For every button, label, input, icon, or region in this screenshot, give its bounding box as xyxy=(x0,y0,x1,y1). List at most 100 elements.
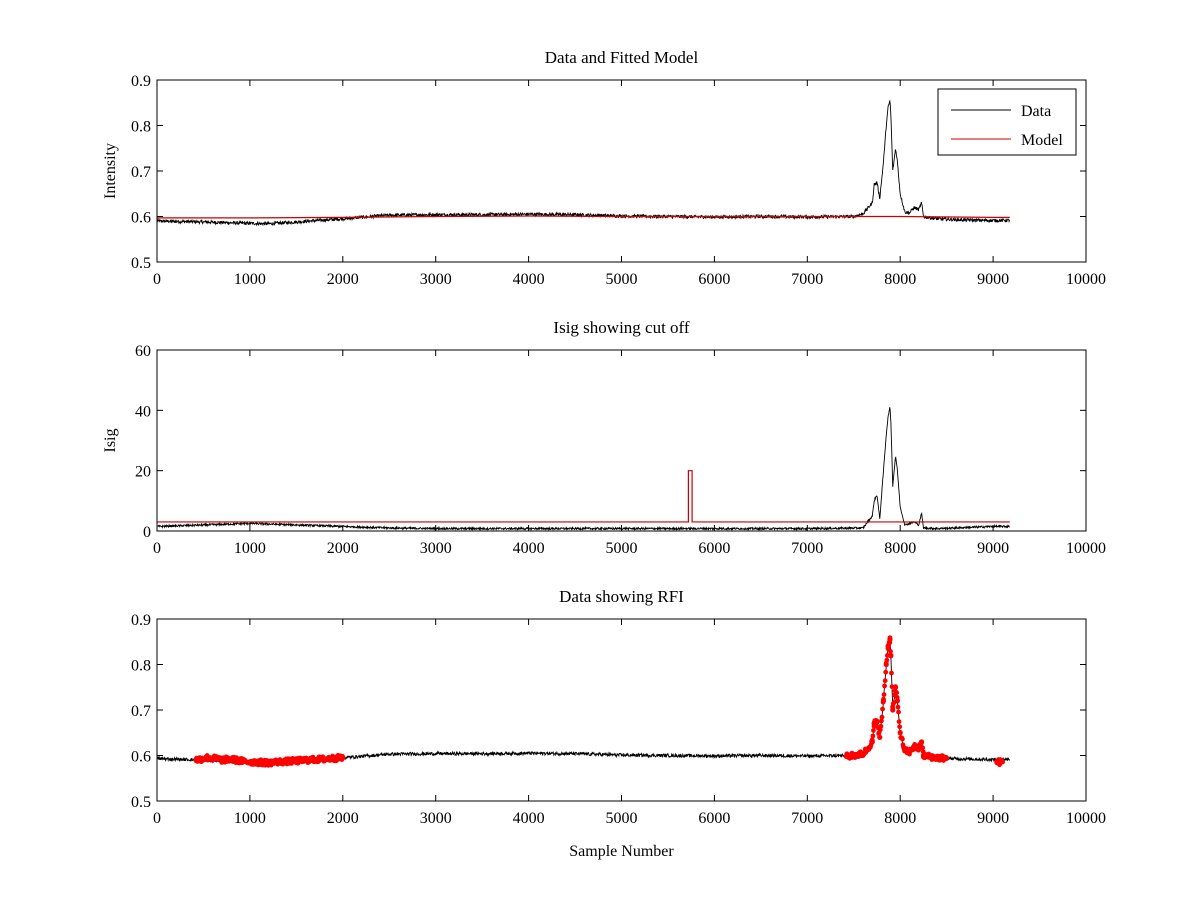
rfi-point xyxy=(890,707,896,713)
plot-area xyxy=(157,635,1011,768)
plot-area xyxy=(157,407,1011,531)
rfi-point xyxy=(934,755,940,761)
rfi-point xyxy=(920,752,927,759)
rfi-point xyxy=(880,698,887,704)
rfi-point xyxy=(878,723,884,729)
rfi-point xyxy=(944,755,950,761)
rfi-point xyxy=(888,649,893,654)
rfi-point xyxy=(312,757,318,763)
series-2-markers xyxy=(193,635,1005,768)
rfi-point xyxy=(843,753,849,760)
rfi-point xyxy=(884,653,890,658)
rfi-point xyxy=(888,652,894,659)
rfi-point xyxy=(896,709,901,715)
y-tick-label: 0.5 xyxy=(131,794,151,811)
y-tick-label: 0.8 xyxy=(131,119,151,136)
x-tick-label: 2000 xyxy=(327,271,359,288)
rfi-point xyxy=(892,684,899,690)
plot-area xyxy=(157,99,1011,227)
rfi-point xyxy=(883,661,889,668)
rfi-point xyxy=(896,719,902,725)
series-1-line xyxy=(157,99,1011,227)
x-tick-label: 0 xyxy=(153,540,161,557)
subplot-1: 0 1000 2000 3000 4000 5000 6000 7000 8000 9000 100… xyxy=(102,48,1106,288)
rfi-point xyxy=(895,704,901,710)
x-tick-label: 7000 xyxy=(791,271,823,288)
axes-frame xyxy=(156,618,1087,802)
rfi-point xyxy=(889,670,894,676)
chart-title: Data and Fitted Model xyxy=(545,48,699,67)
x-tick-label: 4000 xyxy=(513,810,545,827)
rfi-point xyxy=(219,757,225,763)
chart-title: Isig showing cut off xyxy=(553,318,689,337)
x-tick-label: 3000 xyxy=(420,271,452,288)
x-tick-label: 6000 xyxy=(698,540,730,557)
y-tick-label: 0.6 xyxy=(131,749,151,766)
x-tick-label: 6000 xyxy=(698,810,730,827)
rfi-point xyxy=(870,733,876,739)
rfi-point xyxy=(925,753,931,760)
x-tick-label: 1000 xyxy=(234,810,266,827)
x-tick-label: 3000 xyxy=(420,810,452,827)
rfi-point xyxy=(897,730,903,736)
rfi-point xyxy=(902,748,908,754)
legend-entry: Model xyxy=(1021,132,1063,149)
x-tick-label: 10000 xyxy=(1066,810,1106,827)
y-tick-label: 0.9 xyxy=(131,73,151,90)
rfi-point xyxy=(900,736,905,742)
y-tick-label: 0.7 xyxy=(131,703,151,720)
rfi-point xyxy=(214,756,220,762)
rfi-point xyxy=(193,757,199,763)
rfi-point xyxy=(884,657,890,663)
rfi-point xyxy=(330,755,337,761)
y-tick-label: 0.5 xyxy=(131,255,151,272)
x-tick-label: 8000 xyxy=(884,540,916,557)
rfi-point xyxy=(882,683,887,689)
rfi-point xyxy=(911,743,917,750)
rfi-point xyxy=(882,678,888,684)
x-tick-label: 5000 xyxy=(606,810,638,827)
rfi-point xyxy=(265,760,272,766)
x-tick-label: 0 xyxy=(153,271,161,288)
rfi-point xyxy=(879,714,885,720)
rfi-point xyxy=(238,758,244,764)
rfi-point xyxy=(874,718,880,724)
x-tick-label: 0 xyxy=(153,810,161,827)
subplot-2: 0 1000 2000 3000 4000 5000 6000 7000 8000 9000 100… xyxy=(102,318,1106,557)
x-tick-label: 1000 xyxy=(234,540,266,557)
rfi-point xyxy=(321,756,327,762)
rfi-point xyxy=(887,636,893,643)
x-tick-label: 2000 xyxy=(327,540,359,557)
axes-frame xyxy=(156,349,1087,532)
rfi-point xyxy=(860,751,866,757)
x-tick-label: 9000 xyxy=(977,540,1009,557)
x-tick-label: 10000 xyxy=(1066,271,1106,288)
rfi-point xyxy=(894,690,900,696)
x-tick-label: 7000 xyxy=(791,540,823,557)
rfi-point xyxy=(879,718,884,724)
rfi-point xyxy=(897,724,903,730)
x-tick-label: 6000 xyxy=(698,271,730,288)
x-tick-label: 5000 xyxy=(606,540,638,557)
legend-entry: Data xyxy=(1021,103,1051,120)
x-tick-label: 8000 xyxy=(884,271,916,288)
y-tick-label: 0.9 xyxy=(131,612,151,629)
y-tick-label: 0 xyxy=(143,524,151,541)
rfi-point xyxy=(994,759,1000,765)
rfi-point xyxy=(877,734,883,740)
x-tick-label: 9000 xyxy=(977,810,1009,827)
x-tick-label: 2000 xyxy=(327,810,359,827)
rfi-point xyxy=(204,755,210,761)
x-axis-label: Sample Number xyxy=(569,843,674,860)
rfi-point xyxy=(256,759,262,765)
series-1-line xyxy=(157,407,1011,531)
rfi-point xyxy=(284,758,290,765)
y-tick-label: 20 xyxy=(135,464,151,481)
y-axis-label: Intensity xyxy=(102,143,119,199)
x-tick-label: 3000 xyxy=(420,540,452,557)
y-tick-label: 0.8 xyxy=(131,658,151,675)
rfi-point xyxy=(275,759,281,765)
rfi-point xyxy=(869,739,875,745)
rfi-point xyxy=(918,739,925,745)
